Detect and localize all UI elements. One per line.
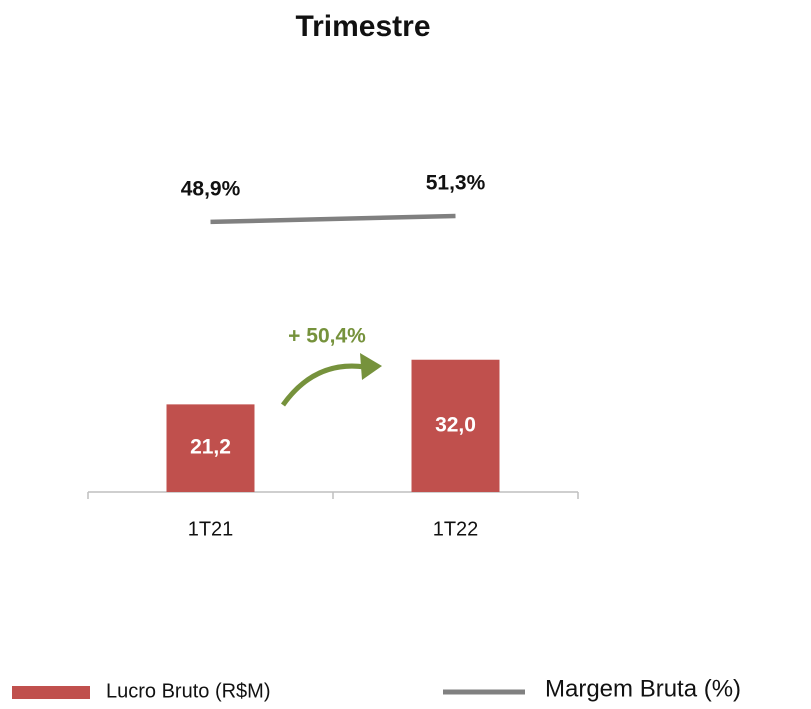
chart-title: Trimestre — [295, 10, 430, 43]
growth-arrow — [280, 363, 366, 407]
legend-swatch — [12, 686, 90, 699]
annotation: + 50,4% — [288, 325, 366, 348]
legend-label: Lucro Bruto (R$M) — [106, 680, 271, 702]
bar-value-label: 21,2 — [190, 436, 231, 459]
line-value-label: 51,3% — [426, 172, 486, 195]
bar-value-label: 32,0 — [435, 413, 476, 436]
x-tick-label: 1T21 — [188, 518, 234, 540]
growth-arrow-head — [360, 353, 382, 380]
line-value-label: 48,9% — [181, 177, 241, 200]
x-tick-label: 1T22 — [433, 518, 479, 540]
line — [210, 213, 456, 225]
legend-label: Margem Bruta (%) — [545, 675, 741, 702]
bar — [411, 359, 500, 492]
bar — [166, 404, 255, 492]
